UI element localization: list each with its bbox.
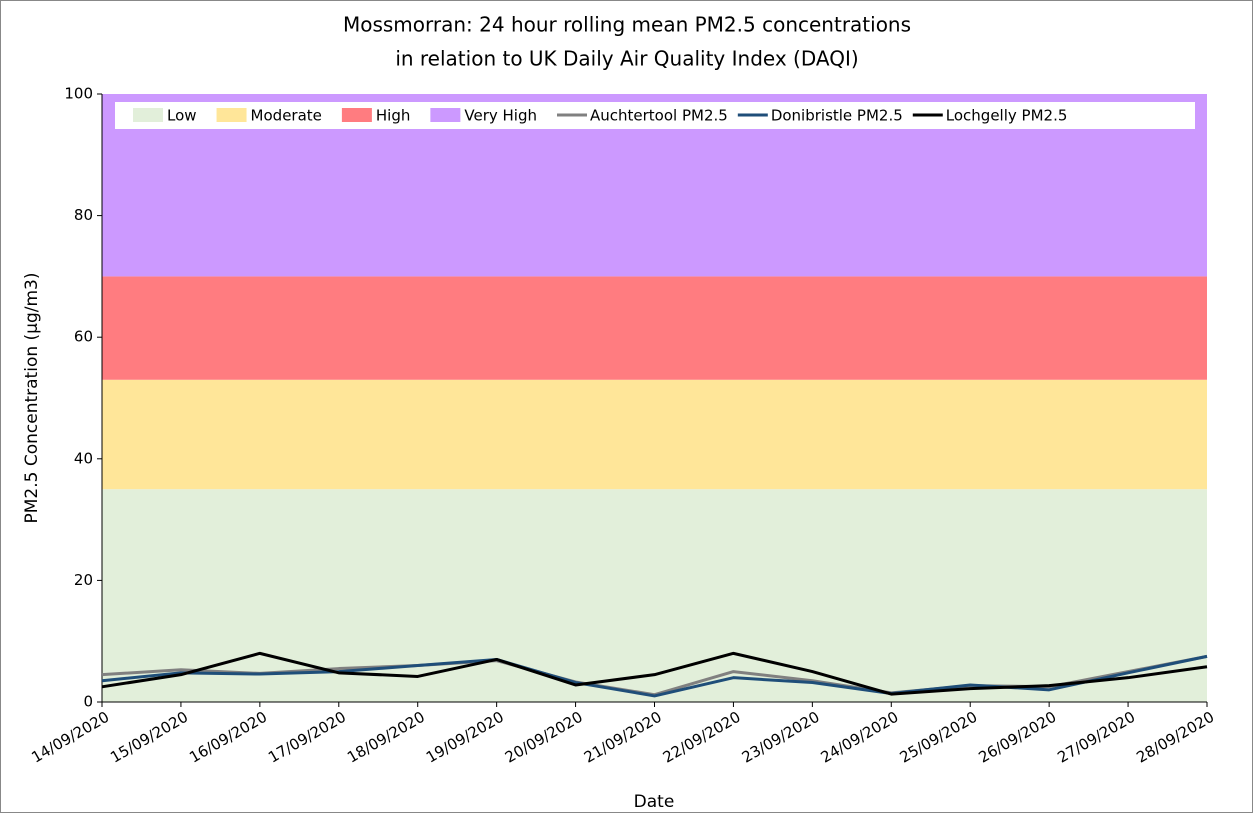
chart-title: Mossmorran: 24 hour rolling mean PM2.5 c…: [343, 13, 911, 37]
series-line: [101, 651, 1208, 696]
chart-title: in relation to UK Daily Air Quality Inde…: [395, 47, 858, 71]
y-axis-label: PM2.5 Concentration (µg/m3): [22, 273, 42, 524]
y-tick-label: 100: [64, 85, 93, 103]
legend-box: [115, 102, 1195, 129]
legend-label: Lochgelly PM2.5: [946, 107, 1068, 125]
legend-swatch: [216, 108, 247, 122]
legend-label: Low: [167, 107, 197, 125]
legend-label: Moderate: [251, 107, 322, 125]
y-tick-label: 80: [74, 206, 93, 224]
band: [102, 276, 1207, 380]
legend-label: Donibristle PM2.5: [771, 107, 903, 125]
legend-swatch: [430, 108, 461, 122]
x-axis-label: Date: [634, 792, 675, 812]
band: [102, 379, 1207, 490]
legend-label: High: [376, 107, 410, 125]
legend-swatch: [341, 108, 372, 122]
series-line: [101, 654, 1208, 698]
band: [102, 489, 1207, 702]
y-tick-label: 40: [74, 449, 93, 467]
legend-label: Very High: [464, 107, 537, 125]
legend-label: Auchtertool PM2.5: [590, 107, 728, 125]
legend-swatch: [133, 108, 163, 122]
y-tick-label: 0: [83, 693, 93, 711]
y-tick-label: 20: [74, 571, 93, 589]
y-tick-label: 60: [74, 328, 93, 346]
